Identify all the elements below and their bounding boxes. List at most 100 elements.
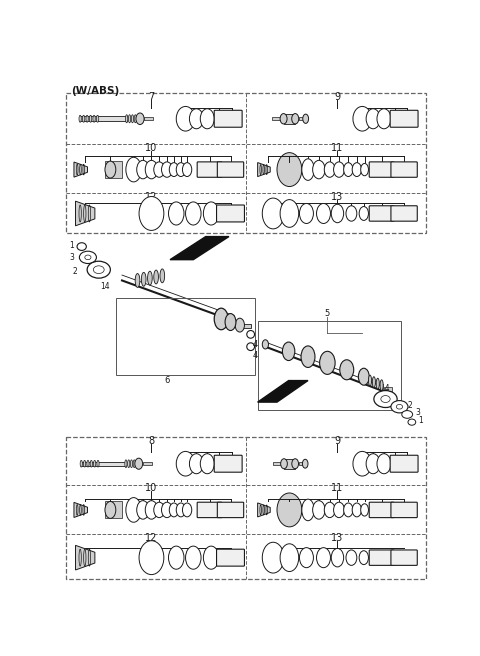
Ellipse shape [366,109,380,129]
Ellipse shape [346,550,357,565]
Ellipse shape [142,272,146,286]
Ellipse shape [320,352,335,375]
Text: FPX-C: FPX-C [202,167,217,172]
Ellipse shape [344,503,353,517]
Bar [284,113,295,124]
Text: 7: 7 [148,92,155,102]
Text: 11: 11 [331,143,344,153]
Ellipse shape [280,113,287,124]
Bar [299,117,306,121]
Ellipse shape [89,115,92,122]
Text: FPX-C: FPX-C [222,211,240,216]
FancyBboxPatch shape [216,549,244,566]
Text: 10: 10 [145,483,157,493]
Bar [299,462,305,465]
Ellipse shape [346,206,357,221]
FancyBboxPatch shape [214,455,242,472]
Text: FPX-C: FPX-C [395,461,413,466]
Ellipse shape [380,380,383,390]
Ellipse shape [262,340,268,349]
Ellipse shape [128,460,130,468]
Ellipse shape [86,115,88,122]
Ellipse shape [93,115,95,122]
Ellipse shape [301,346,315,367]
FancyBboxPatch shape [216,205,244,222]
Ellipse shape [135,458,143,469]
Ellipse shape [282,342,295,361]
Ellipse shape [139,541,164,575]
Ellipse shape [360,163,369,176]
FancyBboxPatch shape [391,502,417,518]
Ellipse shape [176,163,186,176]
Ellipse shape [190,109,204,129]
Ellipse shape [145,501,157,519]
Ellipse shape [247,343,254,350]
Ellipse shape [381,396,390,403]
FancyBboxPatch shape [390,110,418,127]
Ellipse shape [139,197,164,230]
Ellipse shape [374,390,397,407]
Ellipse shape [97,461,99,467]
Ellipse shape [126,157,142,182]
Ellipse shape [316,548,330,567]
Ellipse shape [277,493,302,527]
Ellipse shape [262,198,284,229]
Bar [81,462,126,466]
Ellipse shape [135,274,140,287]
Ellipse shape [225,314,236,331]
Ellipse shape [137,160,149,179]
FancyBboxPatch shape [217,162,244,177]
Text: FPX-C: FPX-C [222,555,240,560]
Ellipse shape [391,401,408,413]
Text: 2: 2 [72,267,77,276]
Text: 12: 12 [145,192,157,201]
Bar [258,321,401,410]
Ellipse shape [324,502,335,518]
Ellipse shape [134,115,136,123]
Bar [241,323,251,328]
Polygon shape [74,162,87,177]
Ellipse shape [303,114,309,123]
Ellipse shape [352,503,361,517]
Ellipse shape [169,503,179,517]
Ellipse shape [204,202,219,225]
Ellipse shape [366,454,380,474]
Text: 13: 13 [331,533,344,543]
Ellipse shape [176,106,195,131]
Ellipse shape [344,163,353,176]
Text: 4: 4 [252,340,258,349]
Text: FPX-C: FPX-C [223,508,238,512]
Bar [80,117,127,121]
Ellipse shape [334,502,345,518]
Ellipse shape [80,461,83,467]
Ellipse shape [182,503,192,517]
Ellipse shape [94,461,96,467]
Polygon shape [258,380,308,402]
Ellipse shape [200,109,214,129]
Ellipse shape [168,202,184,225]
Text: 11: 11 [331,483,344,493]
Text: FPX-C: FPX-C [395,116,413,121]
Ellipse shape [169,163,179,176]
Text: 3: 3 [69,253,74,262]
Ellipse shape [85,255,91,260]
FancyBboxPatch shape [217,502,244,518]
Ellipse shape [214,308,228,330]
Text: 10: 10 [145,143,157,153]
Ellipse shape [302,459,308,468]
Text: 1: 1 [418,416,423,425]
Ellipse shape [200,454,214,474]
Ellipse shape [376,379,379,389]
Ellipse shape [300,548,313,567]
Text: FPX-C: FPX-C [374,211,389,216]
Ellipse shape [316,203,330,224]
Ellipse shape [281,459,288,468]
Ellipse shape [312,160,325,179]
Ellipse shape [352,163,361,176]
Bar [105,501,122,518]
Ellipse shape [372,377,375,388]
Ellipse shape [93,266,104,274]
Ellipse shape [359,207,369,220]
Text: 14: 14 [381,384,390,393]
Polygon shape [258,503,270,517]
